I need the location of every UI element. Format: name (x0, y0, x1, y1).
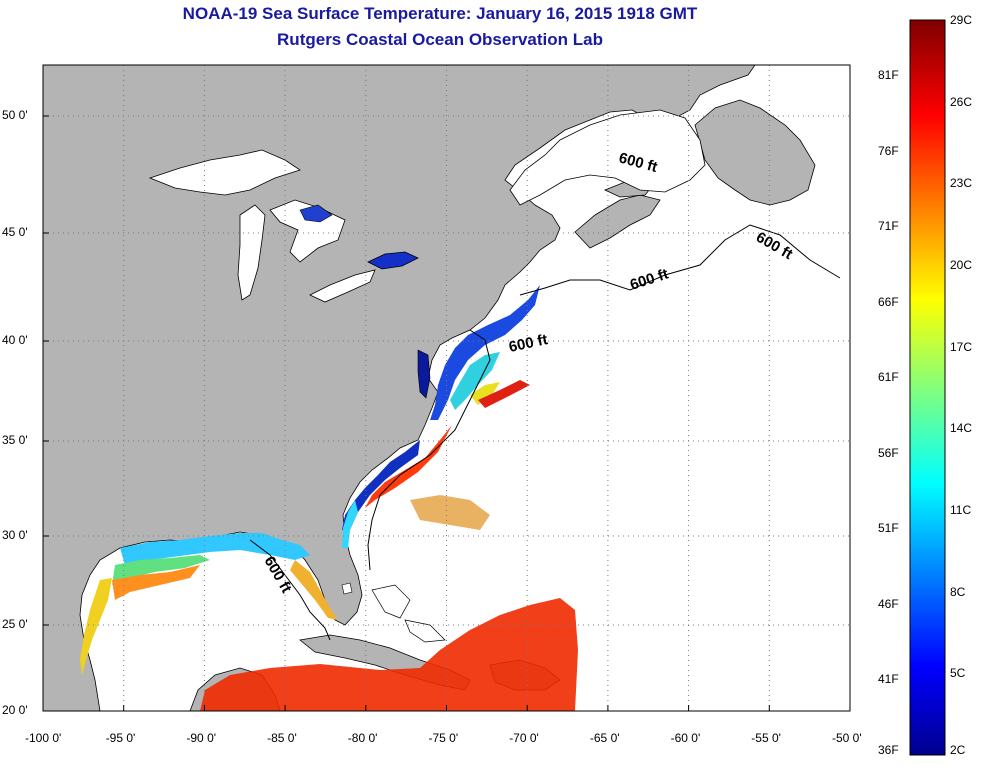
land-nova-scotia (574, 194, 661, 249)
lake-erie (309, 269, 376, 303)
colorbar-fahrenheit-label: 81F (878, 68, 899, 82)
lake-superior (148, 149, 301, 196)
isobath-atlantic (367, 329, 491, 571)
sst-shelf-blue (430, 285, 540, 420)
lat-tick-label: 25 0' (2, 617, 28, 631)
colorbar-celsius-label: 2C (950, 743, 966, 757)
sst-gulf-west-yellow (80, 578, 112, 675)
colorbar-celsius-label: 5C (950, 666, 966, 681)
sst-gulf-north-green (112, 555, 210, 585)
lon-tick-label: -85 0' (267, 731, 297, 745)
land-newfoundland (694, 99, 816, 206)
colorbar (909, 19, 946, 756)
sst-se-coast-blue (342, 440, 420, 530)
colorbar-celsius-label: 14C (950, 421, 973, 436)
lon-tick-label: -95 0' (105, 731, 136, 745)
sst-gulf-north-cyan (120, 533, 310, 565)
map-title: NOAA-19 Sea Surface Temperature: January… (182, 4, 698, 23)
sst-fl-shelf (290, 560, 338, 620)
lake-okeechobee (341, 582, 353, 595)
map-subtitle: Rutgers Coastal Ocean Observation Lab (277, 30, 603, 49)
lon-tick-label: -90 0' (186, 731, 217, 745)
isobath-gulf (249, 539, 331, 641)
colorbar-celsius-label: 26C (950, 94, 973, 109)
sst-shelf-yellow (470, 382, 500, 405)
colorbar-fahrenheit-label: 41F (878, 672, 899, 687)
sst-se-coast-cyan (342, 500, 358, 548)
colorbar-celsius-label: 8C (950, 584, 966, 599)
colorbar-fahrenheit-label: 71F (878, 219, 899, 234)
colorbar-celsius-label: 20C (950, 258, 973, 272)
lon-tick-label: -75 0' (428, 731, 459, 745)
lat-tick-label: 50 0' (2, 108, 28, 122)
lat-tick-label: 20 0' (2, 703, 28, 717)
chesapeake-bay (417, 349, 431, 399)
colorbar-fahrenheit-label: 66F (878, 294, 899, 309)
lon-tick-label: -60 0' (670, 731, 701, 745)
lake-ontario (367, 251, 419, 270)
lat-tick-label: 40 0' (2, 333, 28, 347)
lat-tick-label: 45 0' (2, 225, 28, 239)
lon-tick-label: -65 0' (589, 731, 620, 745)
sst-gulf-stream-band (365, 425, 452, 508)
colorbar-celsius-label: 11C (950, 503, 972, 517)
sst-scattered-orange (410, 495, 490, 530)
colorbar-fahrenheit-label: 56F (878, 445, 899, 460)
lat-tick-label: 35 0' (2, 433, 28, 447)
lat-tick-label: 30 0' (2, 528, 28, 542)
bahamas-bank (371, 584, 446, 643)
sst-shelf-cyan (450, 352, 500, 410)
sst-caribbean-red (200, 598, 578, 711)
lake-michigan (237, 204, 266, 301)
lon-tick-label: -50 0' (832, 731, 862, 745)
lon-tick-label: -100 0' (25, 731, 62, 745)
isobath-north (519, 224, 841, 296)
sst-offshore-red (478, 380, 530, 408)
land-north-america (43, 65, 756, 711)
colorbar-fahrenheit-label: 46F (878, 596, 899, 611)
georgian-bay (299, 204, 333, 223)
lon-tick-label: -80 0' (347, 731, 378, 745)
lon-tick-label: -70 0' (509, 731, 539, 745)
tick-marks (42, 115, 851, 712)
colorbar-celsius-label: 17C (950, 339, 973, 354)
colorbar-fahrenheit-label: 76F (878, 143, 899, 158)
lon-tick-label: -55 0' (751, 731, 781, 745)
colorbar-fahrenheit-label: 51F (878, 521, 899, 536)
colorbar-celsius-label: 23C (950, 176, 973, 191)
sst-gulf-west-orange (112, 565, 200, 600)
gulf-st-lawrence (509, 109, 706, 206)
colorbar-fahrenheit-label: 36F (878, 743, 899, 757)
colorbar-fahrenheit-label: 61F (878, 370, 899, 385)
colorbar-celsius-label: 29C (950, 13, 973, 27)
